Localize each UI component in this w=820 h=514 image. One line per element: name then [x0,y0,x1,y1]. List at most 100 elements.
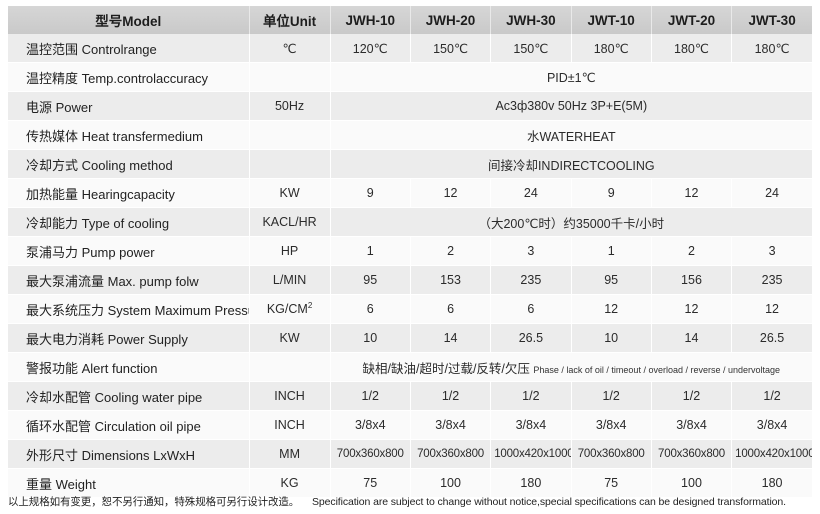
table-row: 最大系统压力 System Maximum Pressure KG/CM2 6 6 6 1… [8,294,812,324]
row-value: 700x360x800 [651,439,733,469]
row-value: 235 [490,265,572,295]
row-value: 9 [571,178,652,208]
table-row: 电源 Power 50Hz Ac3ф380v 50Hz 3P+E(5M) [8,91,812,121]
row-unit: KG/CM2 [249,294,331,324]
row-unit: L/MIN [249,265,331,295]
alert-text-cn: 缺相/缺油/超时/过载/反转/欠压 [362,361,530,376]
row-value: 156 [651,265,733,295]
header-cell-jwh-30: JWH-30 [490,6,572,34]
row-value: 3/8x4 [490,410,572,440]
table-row: 警报功能 Alert function 缺相/缺油/超时/过载/反转/欠压 Pha… [8,352,812,382]
row-value: 26.5 [731,323,812,353]
row-value: 700x360x800 [410,439,492,469]
row-label: 冷却方式 Cooling method [8,149,250,179]
row-value: 24 [490,178,572,208]
row-value: 150℃ [410,34,492,63]
row-merged-value: PID±1℃ [330,62,812,92]
row-value: 1000x420x1000 [490,439,572,469]
unit-text: KG/CM [266,302,308,316]
table-row: 最大泵浦流量 Max. pump folw L/MIN 95 153 235 95 156 2… [8,265,812,295]
row-unit: INCH [249,381,331,411]
header-cell-jwt-10: JWT-10 [571,6,652,34]
table-row: 温控精度 Temp.controlaccuracy PID±1℃ [8,62,812,92]
row-value: 180℃ [731,34,812,63]
row-value: 6 [330,294,411,324]
table-header: 型号Model 单位Unit JWH-10 JWH-20 JWH-30 JWT-… [8,6,812,34]
row-value: 3/8x4 [651,410,733,440]
row-unit: MM [249,439,331,469]
table-row: 冷却水配管 Cooling water pipe INCH 1/2 1/2 1/2 1/2… [8,381,812,411]
row-value: 1 [330,236,411,266]
row-value: 1/2 [330,381,411,411]
row-value: 1/2 [410,381,492,411]
row-value: 100 [651,468,733,498]
row-unit [249,352,331,382]
row-unit: 50Hz [249,91,331,121]
row-value: 100 [410,468,492,498]
row-value: 10 [330,323,411,353]
row-value: 3/8x4 [571,410,652,440]
row-unit: ℃ [249,34,331,63]
row-unit [249,62,331,92]
row-unit [249,120,331,150]
row-value: 75 [330,468,411,498]
row-value: 180℃ [571,34,652,63]
header-cell-jwt-20: JWT-20 [651,6,733,34]
row-merged-value: （大200℃时）约35000千卡/小时 [330,207,812,237]
row-value: 153 [410,265,492,295]
row-value: 3/8x4 [410,410,492,440]
header-cell-unit: 单位Unit [249,6,331,34]
row-label: 加热能量 Hearingcapacity [8,178,250,208]
row-value: 10 [571,323,652,353]
row-value: 1/2 [490,381,572,411]
row-value: 12 [410,178,492,208]
row-value: 14 [651,323,733,353]
table-body: 温控范围 Controlrange ℃ 120℃ 150℃ 150℃ 180℃ 180℃ 18… [8,34,812,498]
header-row: 型号Model 单位Unit JWH-10 JWH-20 JWH-30 JWT-… [8,6,812,34]
row-unit [249,149,331,179]
row-unit: HP [249,236,331,266]
row-label: 传热媒体 Heat transfermedium [8,120,250,150]
row-value: 3/8x4 [731,410,812,440]
row-value: 3 [490,236,572,266]
row-unit: KG [249,468,331,498]
alert-text-en: Phase / lack of oil / timeout / overload… [533,364,781,375]
row-label: 冷却能力 Type of cooling [8,207,250,237]
row-value: 9 [330,178,411,208]
row-unit: KACL/HR [249,207,331,237]
table-row: 冷却能力 Type of cooling KACL/HR （大200℃时）约3500… [8,207,812,237]
row-value: 180℃ [651,34,733,63]
footer-note: 以上规格如有变更，恕不另行通知，特殊规格可另行设计改造。 Specificati… [8,494,812,509]
row-value: 180 [490,468,572,498]
row-value: 700x360x800 [571,439,652,469]
specification-table: 型号Model 单位Unit JWH-10 JWH-20 JWH-30 JWT-… [8,6,812,498]
table-row: 泵浦马力 Pump power HP 1 2 3 1 2 3 [8,236,812,266]
row-label: 泵浦马力 Pump power [8,236,250,266]
row-value: 150℃ [490,34,572,63]
row-value: 14 [410,323,492,353]
row-merged-value: 水WATERHEAT [330,120,812,150]
row-value: 1 [571,236,652,266]
row-value: 95 [571,265,652,295]
header-cell-jwh-20: JWH-20 [410,6,492,34]
row-value: 26.5 [490,323,572,353]
table-row: 温控范围 Controlrange ℃ 120℃ 150℃ 150℃ 180℃ 180℃ 18… [8,34,812,63]
table-row: 冷却方式 Cooling method 间接冷却INDIRECTCOOLING [8,149,812,179]
table-row: 传热媒体 Heat transfermedium 水WATERHEAT [8,120,812,150]
row-merged-value: 缺相/缺油/超时/过载/反转/欠压 Phase / lack of oil / … [330,352,812,382]
row-label: 警报功能 Alert function [8,352,250,382]
row-value: 235 [731,265,812,295]
row-value: 1000x420x1000 [731,439,812,469]
row-value: 120℃ [330,34,411,63]
header-cell-jwh-10: JWH-10 [330,6,411,34]
row-value: 6 [490,294,572,324]
row-value: 1/2 [731,381,812,411]
table-row: 加热能量 Hearingcapacity KW 9 12 24 9 12 24 [8,178,812,208]
row-label: 外形尺寸 Dimensions LxWxH [8,439,250,469]
table-row: 重量 Weight KG 75 100 180 75 100 180 [8,468,812,498]
row-label: 重量 Weight [8,468,250,498]
row-unit: INCH [249,410,331,440]
row-value: 24 [731,178,812,208]
row-value: 12 [731,294,812,324]
